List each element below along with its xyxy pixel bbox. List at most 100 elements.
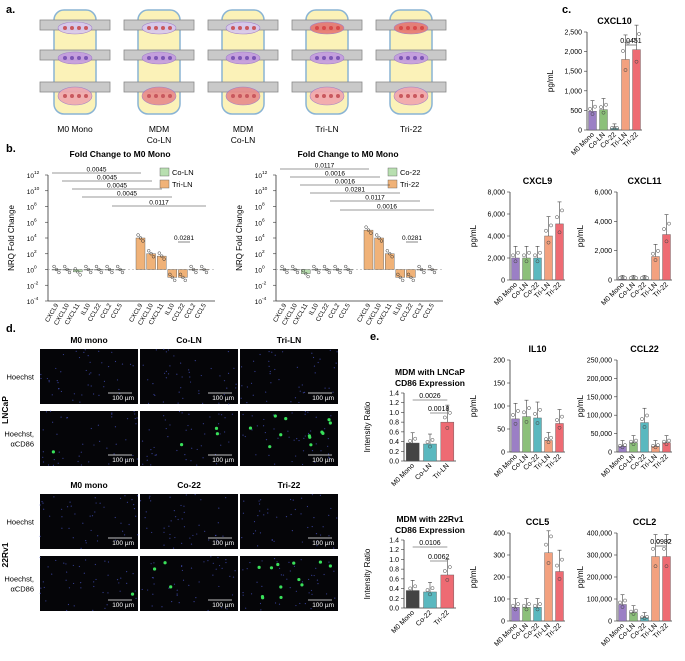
nucleus-dot xyxy=(43,586,45,589)
nucleus-dot xyxy=(151,605,153,607)
p-value: 0.0117 xyxy=(365,195,385,202)
cell-dot xyxy=(161,26,165,30)
bar xyxy=(511,418,520,453)
data-point xyxy=(442,415,447,420)
nucleus-dot xyxy=(119,590,121,592)
group-label: LNCaP xyxy=(0,396,10,424)
cell-dot xyxy=(420,26,424,30)
nucleus-dot xyxy=(145,511,147,513)
y-tick-exp: 2 xyxy=(34,249,37,255)
nucleus-dot xyxy=(116,579,119,581)
data-point xyxy=(640,276,644,280)
nucleus-dot xyxy=(301,463,304,466)
data-point xyxy=(422,270,426,275)
nucleus-dot xyxy=(259,602,262,605)
data-point xyxy=(634,438,638,443)
micrograph-tile: 100 µm xyxy=(140,348,238,405)
nucleus-dot xyxy=(107,365,110,368)
nucleus-dot xyxy=(96,540,99,542)
nucleus-dot xyxy=(69,501,71,503)
micrograph xyxy=(140,411,238,466)
y-tick-label: 0 xyxy=(501,619,505,626)
nucleus-dot xyxy=(325,593,328,595)
y-axis-label: pg/mL xyxy=(469,394,478,417)
nucleus-dot xyxy=(93,585,95,588)
nucleus-dot xyxy=(154,394,156,397)
data-point xyxy=(379,239,384,243)
nucleus-dot xyxy=(56,380,58,382)
nucleus-dot xyxy=(289,498,292,501)
y-tick-exp: 6 xyxy=(34,217,37,223)
bar xyxy=(322,269,332,271)
cell-dot xyxy=(77,26,81,30)
nucleus-dot xyxy=(94,511,96,513)
data-point xyxy=(304,271,308,276)
y-tick-label: 300 xyxy=(493,553,505,560)
nucleus-dot xyxy=(126,571,128,573)
nucleus-dot xyxy=(99,502,101,504)
nucleus-dot xyxy=(85,559,87,561)
nucleus-dot xyxy=(261,585,263,588)
data-point xyxy=(626,40,630,45)
well-diagram: Tri-22 xyxy=(375,9,447,134)
nucleus-dot xyxy=(78,565,80,568)
y-tick-exp: 2 xyxy=(262,249,265,255)
data-point xyxy=(656,443,660,448)
nucleus-dot xyxy=(328,456,330,458)
cell-dot xyxy=(161,94,165,98)
y-tick-exp: -4 xyxy=(34,296,39,302)
nucleus-dot xyxy=(191,447,193,449)
nucleus-dot xyxy=(231,413,233,415)
nucleus-dot xyxy=(42,581,44,583)
nucleus-dot xyxy=(298,401,300,404)
y-tick-label: 0 xyxy=(501,450,505,457)
cell-dot xyxy=(413,56,417,60)
nucleus-dot xyxy=(242,434,244,436)
data-point xyxy=(631,276,636,280)
nucleus-dot xyxy=(167,373,170,375)
bar xyxy=(533,607,542,622)
data-point xyxy=(348,270,353,275)
nucleus-dot xyxy=(212,574,214,576)
bar xyxy=(343,269,353,271)
y-tick-label: 1.2 xyxy=(389,400,399,407)
y-tick-label: 10 xyxy=(27,189,35,196)
group-label: 22Rv1 xyxy=(0,542,10,567)
nucleus-dot xyxy=(62,457,64,459)
nucleus-dot xyxy=(163,348,165,350)
nucleus-dot xyxy=(56,433,58,435)
nucleus-dot xyxy=(58,451,60,453)
chart-title: MDM with 22Rv1 xyxy=(396,514,463,524)
data-point xyxy=(364,225,368,229)
nucleus-dot xyxy=(221,567,223,569)
data-point xyxy=(385,249,389,253)
nucleus-dot xyxy=(107,561,110,563)
x-tick-label: CCL5 xyxy=(338,302,352,320)
data-point xyxy=(631,442,636,447)
nucleus-dot xyxy=(244,435,246,438)
nucleus-dot xyxy=(176,449,178,452)
nucleus-dot xyxy=(83,572,85,574)
data-point xyxy=(78,273,82,277)
x-tick-label: CCL5 xyxy=(422,302,436,320)
nucleus-dot xyxy=(274,602,277,604)
data-point xyxy=(369,231,373,235)
nucleus-dot xyxy=(180,504,182,507)
nucleus-dot xyxy=(215,539,217,541)
nucleus-dot xyxy=(123,534,126,536)
nucleus-dot xyxy=(185,429,187,431)
micrograph xyxy=(40,556,138,611)
cd86-dot xyxy=(169,585,173,589)
p-value: 0.0281 xyxy=(345,187,365,194)
data-point xyxy=(557,230,562,235)
data-point xyxy=(653,445,658,450)
data-point xyxy=(535,421,540,425)
nucleus-dot xyxy=(88,461,90,463)
data-point xyxy=(522,603,526,608)
y-tick-label: 10 xyxy=(255,220,263,227)
bar xyxy=(533,257,542,281)
nucleus-dot xyxy=(115,443,117,445)
y-tick-label: 10 xyxy=(27,252,35,259)
